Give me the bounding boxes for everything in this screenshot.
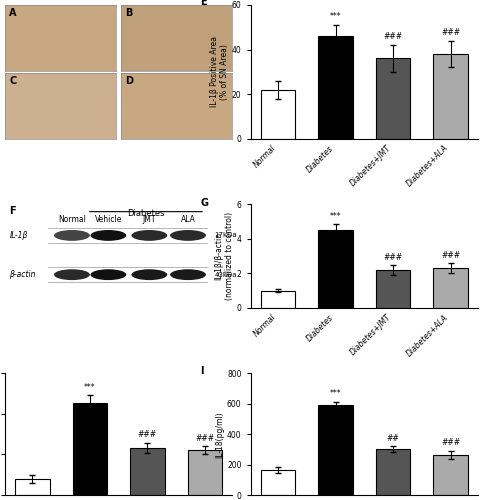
Text: ***: ***	[330, 389, 341, 398]
Text: ###: ###	[441, 438, 460, 448]
Text: ###: ###	[384, 252, 403, 262]
Text: ###: ###	[195, 434, 214, 442]
Ellipse shape	[131, 230, 167, 241]
Ellipse shape	[170, 269, 206, 280]
Bar	[187, 450, 222, 495]
Text: F: F	[9, 206, 16, 216]
Ellipse shape	[54, 269, 90, 280]
Text: I: I	[200, 366, 204, 376]
Y-axis label: IL-1β/β-actin
(normalized to control): IL-1β/β-actin (normalized to control)	[214, 212, 234, 300]
Text: ###: ###	[441, 28, 460, 36]
Text: ###: ###	[384, 32, 403, 41]
Bar	[261, 290, 296, 308]
Bar	[130, 448, 165, 495]
Y-axis label: IL-1β Positive Area
(% of SN Area): IL-1β Positive Area (% of SN Area)	[210, 36, 229, 108]
Text: E: E	[200, 0, 207, 7]
Text: ***: ***	[84, 382, 96, 392]
Bar	[261, 90, 296, 138]
Ellipse shape	[54, 230, 90, 241]
Ellipse shape	[131, 269, 167, 280]
Text: 43kDa: 43kDa	[214, 272, 237, 278]
Bar	[376, 270, 411, 308]
Bar	[433, 268, 468, 308]
Text: ###: ###	[441, 251, 460, 260]
Text: ***: ***	[330, 12, 341, 21]
Ellipse shape	[90, 230, 126, 241]
Bar	[433, 454, 468, 495]
Text: A: A	[9, 8, 17, 18]
Text: IL-1β: IL-1β	[9, 231, 28, 240]
Bar	[433, 54, 468, 138]
Text: ##: ##	[387, 434, 399, 442]
Ellipse shape	[170, 230, 206, 241]
Bar	[261, 470, 296, 495]
Text: ***: ***	[330, 212, 341, 221]
Text: D: D	[125, 76, 133, 86]
Bar	[318, 230, 353, 308]
Text: B: B	[125, 8, 133, 18]
Text: JMT: JMT	[142, 215, 156, 224]
Bar	[15, 479, 50, 495]
Bar	[318, 36, 353, 138]
Text: β-actin: β-actin	[9, 270, 36, 279]
Text: C: C	[9, 76, 16, 86]
Bar	[72, 404, 107, 495]
Text: G: G	[200, 198, 209, 208]
Ellipse shape	[90, 269, 126, 280]
Text: Diabetes: Diabetes	[127, 208, 165, 218]
Text: Normal: Normal	[58, 215, 86, 224]
Bar	[376, 450, 411, 495]
Text: ALA: ALA	[181, 215, 196, 224]
Bar	[376, 58, 411, 138]
Text: 17kDa: 17kDa	[214, 232, 237, 238]
Text: ###: ###	[138, 430, 157, 440]
Text: Vehicle: Vehicle	[95, 215, 122, 224]
Bar	[318, 404, 353, 495]
Y-axis label: IL-18(pg/ml): IL-18(pg/ml)	[215, 411, 224, 458]
